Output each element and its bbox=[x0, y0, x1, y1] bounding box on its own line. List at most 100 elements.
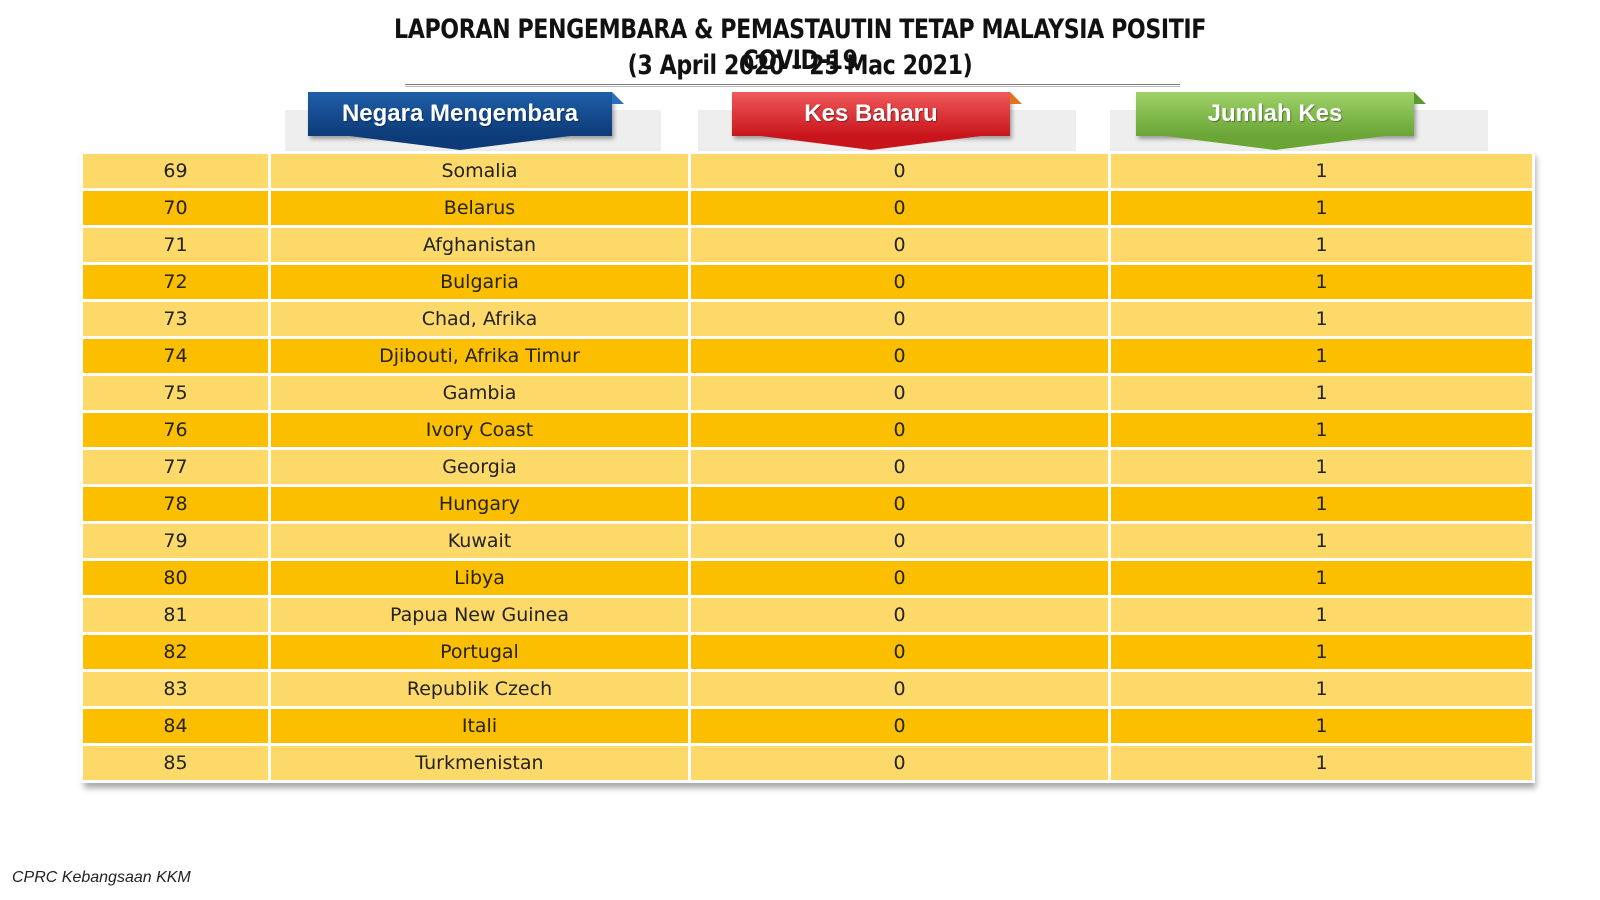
total-cases-cell: 1 bbox=[1108, 669, 1535, 709]
table-row: 70 Belarus 0 1 bbox=[80, 188, 1535, 228]
total-cases-cell: 1 bbox=[1108, 743, 1535, 783]
new-cases-cell: 0 bbox=[688, 336, 1111, 376]
report-date-range: (3 April 2020 – 25 Mac 2021) bbox=[627, 50, 973, 81]
total-cases-cell: 1 bbox=[1108, 558, 1535, 598]
row-number-cell: 80 bbox=[80, 558, 271, 598]
table-row: 71 Afghanistan 0 1 bbox=[80, 225, 1535, 265]
row-number-cell: 75 bbox=[80, 373, 271, 413]
country-cell: Itali bbox=[268, 706, 691, 746]
new-cases-cell: 0 bbox=[688, 225, 1111, 265]
cases-table: 69 Somalia 0 1 70 Belarus 0 1 71 Afghanistan 0 1 72 B… bbox=[80, 151, 1535, 783]
column-header-country: Negara Mengembara bbox=[308, 92, 624, 136]
country-cell: Gambia bbox=[268, 373, 691, 413]
country-cell: Turkmenistan bbox=[268, 743, 691, 783]
country-cell: Kuwait bbox=[268, 521, 691, 561]
row-number-cell: 82 bbox=[80, 632, 271, 672]
new-cases-cell: 0 bbox=[688, 262, 1111, 302]
cases-table-grid: 69 Somalia 0 1 70 Belarus 0 1 71 Afghanistan 0 1 72 B… bbox=[80, 151, 1535, 783]
row-number-cell: 77 bbox=[80, 447, 271, 487]
table-row: 81 Papua New Guinea 0 1 bbox=[80, 595, 1535, 635]
row-number-cell: 76 bbox=[80, 410, 271, 450]
new-cases-cell: 0 bbox=[688, 188, 1111, 228]
total-cases-cell: 1 bbox=[1108, 373, 1535, 413]
new-cases-cell: 0 bbox=[688, 595, 1111, 635]
row-number-cell: 71 bbox=[80, 225, 271, 265]
report-title: LAPORAN PENGEMBARA & PEMASTAUTIN TETAP M… bbox=[394, 14, 1206, 76]
country-cell: Chad, Afrika bbox=[268, 299, 691, 339]
title-divider bbox=[405, 84, 1180, 87]
row-number-cell: 84 bbox=[80, 706, 271, 746]
country-cell: Somalia bbox=[268, 151, 691, 191]
table-row: 75 Gambia 0 1 bbox=[80, 373, 1535, 413]
table-row: 84 Itali 0 1 bbox=[80, 706, 1535, 746]
country-cell: Republik Czech bbox=[268, 669, 691, 709]
total-cases-cell: 1 bbox=[1108, 484, 1535, 524]
row-number-cell: 83 bbox=[80, 669, 271, 709]
new-cases-cell: 0 bbox=[688, 410, 1111, 450]
total-cases-cell: 1 bbox=[1108, 595, 1535, 635]
row-number-cell: 74 bbox=[80, 336, 271, 376]
total-cases-cell: 1 bbox=[1108, 632, 1535, 672]
column-header-country-label: Negara Mengembara bbox=[341, 100, 579, 127]
column-header-new-cases-label: Kes Baharu bbox=[804, 100, 938, 127]
total-cases-cell: 1 bbox=[1108, 447, 1535, 487]
table-row: 72 Bulgaria 0 1 bbox=[80, 262, 1535, 302]
ribbon-fold bbox=[612, 92, 624, 104]
table-row: 73 Chad, Afrika 0 1 bbox=[80, 299, 1535, 339]
new-cases-cell: 0 bbox=[688, 669, 1111, 709]
new-cases-cell: 0 bbox=[688, 484, 1111, 524]
row-number-cell: 79 bbox=[80, 521, 271, 561]
table-row: 76 Ivory Coast 0 1 bbox=[80, 410, 1535, 450]
new-cases-cell: 0 bbox=[688, 632, 1111, 672]
cases-table-body: 69 Somalia 0 1 70 Belarus 0 1 71 Afghanistan 0 1 72 B… bbox=[80, 151, 1535, 783]
table-row: 78 Hungary 0 1 bbox=[80, 484, 1535, 524]
table-row: 79 Kuwait 0 1 bbox=[80, 521, 1535, 561]
country-cell: Djibouti, Afrika Timur bbox=[268, 336, 691, 376]
row-number-cell: 69 bbox=[80, 151, 271, 191]
column-header-total-cases: Jumlah Kes bbox=[1136, 92, 1426, 136]
country-cell: Belarus bbox=[268, 188, 691, 228]
new-cases-cell: 0 bbox=[688, 706, 1111, 746]
row-number-cell: 81 bbox=[80, 595, 271, 635]
column-header-total-cases-label: Jumlah Kes bbox=[1207, 100, 1343, 127]
new-cases-cell: 0 bbox=[688, 299, 1111, 339]
ribbon-fold bbox=[1414, 92, 1426, 104]
row-number-cell: 85 bbox=[80, 743, 271, 783]
new-cases-cell: 0 bbox=[688, 558, 1111, 598]
country-cell: Georgia bbox=[268, 447, 691, 487]
total-cases-cell: 1 bbox=[1108, 706, 1535, 746]
table-row: 82 Portugal 0 1 bbox=[80, 632, 1535, 672]
ribbon-fold bbox=[1010, 92, 1022, 104]
table-row: 85 Turkmenistan 0 1 bbox=[80, 743, 1535, 783]
country-cell: Portugal bbox=[268, 632, 691, 672]
country-cell: Ivory Coast bbox=[268, 410, 691, 450]
total-cases-cell: 1 bbox=[1108, 151, 1535, 191]
new-cases-cell: 0 bbox=[688, 743, 1111, 783]
total-cases-cell: 1 bbox=[1108, 225, 1535, 265]
country-cell: Papua New Guinea bbox=[268, 595, 691, 635]
column-header-new-cases: Kes Baharu bbox=[732, 92, 1022, 136]
row-number-cell: 73 bbox=[80, 299, 271, 339]
total-cases-cell: 1 bbox=[1108, 299, 1535, 339]
country-cell: Afghanistan bbox=[268, 225, 691, 265]
table-row: 69 Somalia 0 1 bbox=[80, 151, 1535, 191]
country-cell: Libya bbox=[268, 558, 691, 598]
row-number-cell: 72 bbox=[80, 262, 271, 302]
total-cases-cell: 1 bbox=[1108, 188, 1535, 228]
table-row: 74 Djibouti, Afrika Timur 0 1 bbox=[80, 336, 1535, 376]
total-cases-cell: 1 bbox=[1108, 410, 1535, 450]
table-row: 83 Republik Czech 0 1 bbox=[80, 669, 1535, 709]
country-cell: Bulgaria bbox=[268, 262, 691, 302]
row-number-cell: 70 bbox=[80, 188, 271, 228]
row-number-cell: 78 bbox=[80, 484, 271, 524]
total-cases-cell: 1 bbox=[1108, 262, 1535, 302]
new-cases-cell: 0 bbox=[688, 151, 1111, 191]
total-cases-cell: 1 bbox=[1108, 336, 1535, 376]
source-credit: CPRC Kebangsaan KKM bbox=[12, 869, 191, 886]
country-cell: Hungary bbox=[268, 484, 691, 524]
new-cases-cell: 0 bbox=[688, 521, 1111, 561]
table-row: 80 Libya 0 1 bbox=[80, 558, 1535, 598]
new-cases-cell: 0 bbox=[688, 373, 1111, 413]
new-cases-cell: 0 bbox=[688, 447, 1111, 487]
total-cases-cell: 1 bbox=[1108, 521, 1535, 561]
